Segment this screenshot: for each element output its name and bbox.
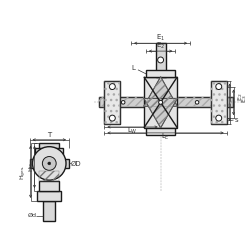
Text: E$_1$: E$_1$	[156, 33, 165, 43]
Circle shape	[216, 84, 222, 89]
Bar	[36, 148, 63, 154]
Bar	[144, 77, 177, 128]
Text: Ød: Ød	[28, 213, 36, 218]
Circle shape	[110, 115, 115, 121]
Text: L$_\mathrm{W}$: L$_\mathrm{W}$	[127, 126, 137, 136]
Bar	[38, 191, 61, 201]
Bar	[211, 81, 227, 124]
Circle shape	[122, 100, 125, 104]
Text: L$_\mathrm{E}$: L$_\mathrm{E}$	[161, 132, 170, 142]
Circle shape	[159, 100, 162, 104]
Circle shape	[110, 84, 115, 89]
Circle shape	[42, 156, 56, 170]
Bar	[211, 81, 227, 124]
Circle shape	[48, 162, 51, 165]
Text: E$_2$: E$_2$	[156, 41, 165, 51]
Bar	[98, 98, 232, 107]
Polygon shape	[144, 98, 177, 128]
Text: H$_\mathrm{M}$: H$_\mathrm{M}$	[27, 162, 36, 172]
Bar	[40, 181, 59, 191]
Bar	[146, 128, 176, 135]
Bar	[43, 201, 55, 220]
Bar	[104, 81, 120, 124]
Text: ØD: ØD	[71, 160, 82, 166]
Bar	[156, 43, 166, 77]
Text: T: T	[47, 132, 52, 138]
Bar	[146, 70, 176, 77]
Bar	[104, 81, 120, 124]
Bar	[40, 171, 59, 181]
Bar	[98, 98, 232, 107]
Bar	[30, 158, 69, 168]
Text: E$_3$: E$_3$	[240, 94, 249, 102]
Polygon shape	[144, 77, 177, 106]
Text: H$_{\mathrm{ges.}}$: H$_{\mathrm{ges.}}$	[18, 164, 29, 180]
Circle shape	[158, 57, 164, 63]
Text: s: s	[234, 117, 238, 123]
Text: L: L	[131, 65, 135, 71]
Text: E$_2$: E$_2$	[236, 92, 246, 100]
Circle shape	[32, 147, 66, 180]
Bar	[40, 143, 59, 148]
Circle shape	[216, 115, 222, 121]
Circle shape	[195, 100, 199, 104]
